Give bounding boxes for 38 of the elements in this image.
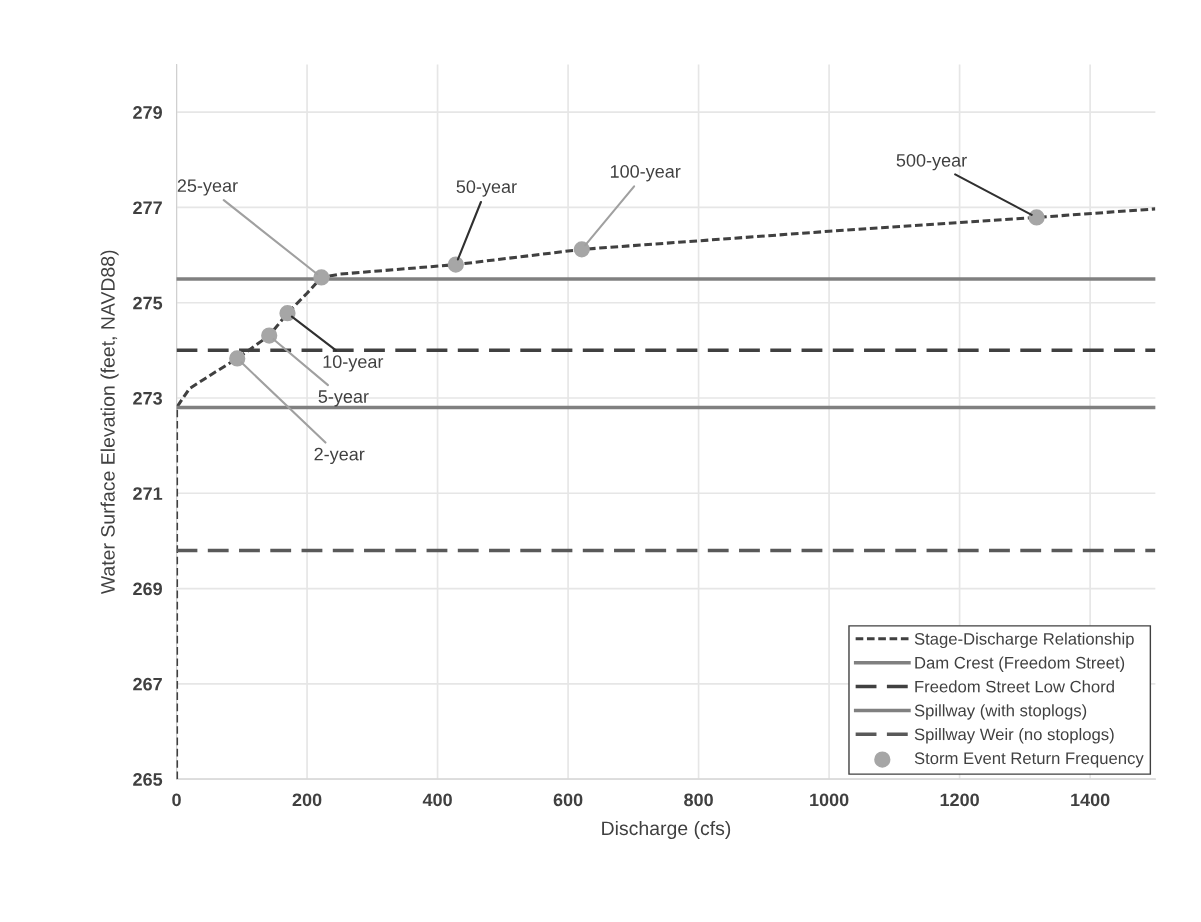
x-tick-label: 0 (172, 793, 181, 807)
point (279, 305, 296, 322)
point (261, 327, 278, 344)
point (573, 241, 590, 258)
y-tick-label: 265 (133, 773, 163, 786)
y-tick-label: 269 (133, 582, 162, 596)
point (1028, 209, 1045, 226)
annotation: 10-year (323, 355, 384, 372)
x-tick-label: 1200 (940, 793, 979, 807)
legend-label: Dam Crest (Freedom Street) (915, 656, 1125, 672)
y-tick-label: 275 (133, 296, 163, 310)
annotation: 2-year (314, 447, 365, 465)
point (229, 350, 246, 367)
x-tick-label: 1400 (1071, 793, 1110, 807)
annotation: 500-year (896, 153, 967, 171)
legend-label: Spillway Weir (no stoplogs) (914, 728, 1114, 744)
legend-label: Storm Event Return Frequency (914, 752, 1144, 768)
annotation: 5-year (318, 390, 369, 407)
x-tick-label: 800 (684, 793, 713, 807)
point (447, 256, 464, 273)
y-axis-title: Water Surface Elevation (feet, NAVD88) (100, 250, 119, 595)
annotation: 50-year (456, 180, 517, 197)
x-tick-label: 200 (292, 793, 322, 807)
annotation: 25-year (177, 179, 238, 196)
x-tick-label: 400 (422, 793, 452, 807)
y-tick-label: 273 (133, 391, 163, 405)
legend-label: Stage-Discharge Relationship (914, 632, 1134, 649)
y-tick-label: 271 (133, 487, 163, 500)
y-tick-label: 279 (133, 106, 162, 119)
y-tick-label: 277 (133, 201, 162, 214)
point (313, 269, 330, 286)
x-axis-title: Discharge (cfs) (602, 820, 731, 840)
annotation: 100-year (610, 165, 681, 182)
legend-label: Freedom Street Low Chord (915, 680, 1114, 693)
x-tick-label: 600 (553, 793, 583, 807)
x-tick-label: 1000 (810, 793, 849, 807)
y-tick-label: 267 (133, 677, 162, 691)
legend-label: Spillway (with stoplogs) (914, 704, 1087, 720)
